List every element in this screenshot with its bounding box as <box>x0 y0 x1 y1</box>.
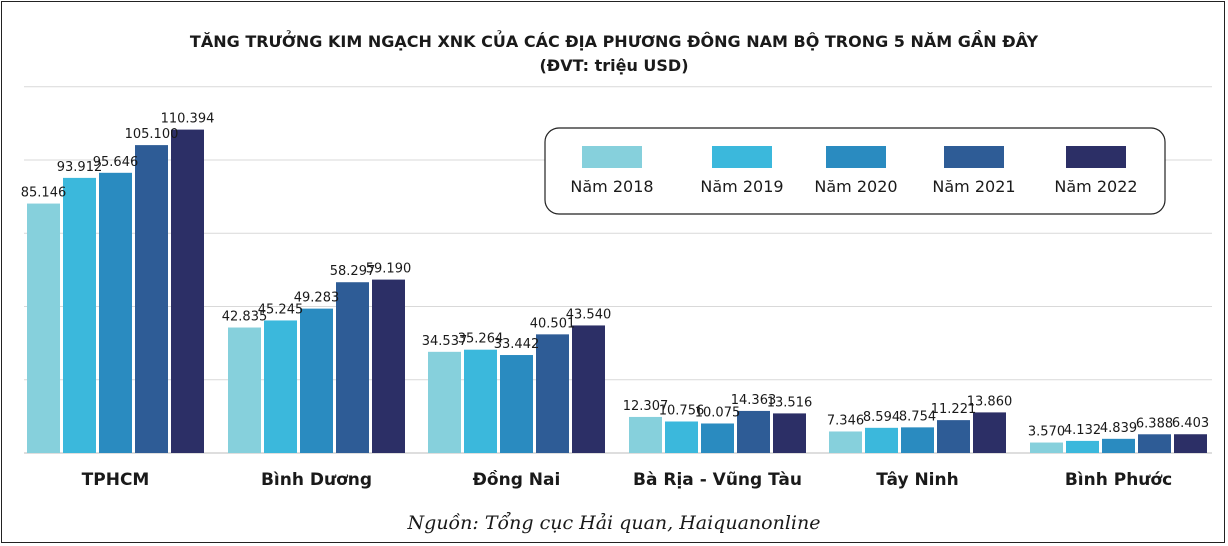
bar <box>27 203 60 453</box>
bar <box>937 420 970 453</box>
data-label: 12.307 <box>623 399 669 414</box>
data-label: 3.570 <box>1028 425 1065 440</box>
bar <box>973 412 1006 453</box>
bar <box>1030 442 1063 453</box>
data-label: 42.835 <box>222 310 268 325</box>
bar <box>63 177 96 453</box>
legend-swatch <box>582 146 642 168</box>
legend-label: Năm 2019 <box>700 177 783 196</box>
bar <box>372 279 405 453</box>
data-label: 95.646 <box>93 155 139 170</box>
data-label: 6.403 <box>1172 416 1209 431</box>
data-label: 34.537 <box>422 334 468 349</box>
data-label: 13.860 <box>967 394 1013 409</box>
bar <box>1174 434 1207 453</box>
data-label: 59.190 <box>366 262 412 277</box>
bar <box>171 129 204 453</box>
bar <box>665 421 698 453</box>
data-label: 8.754 <box>899 409 936 424</box>
bar <box>500 355 533 453</box>
bar-group <box>27 129 1207 453</box>
legend-label: Năm 2020 <box>814 177 897 196</box>
data-label: 35.264 <box>458 332 504 347</box>
bar <box>701 423 734 453</box>
data-label: 7.346 <box>827 413 864 428</box>
bar <box>629 416 662 453</box>
bar <box>228 327 261 453</box>
bar <box>829 431 862 453</box>
category-label: Bà Rịa - Vũng Tàu <box>633 470 802 490</box>
data-label: 6.388 <box>1136 416 1173 431</box>
data-label: 105.100 <box>125 127 179 142</box>
bar <box>773 413 806 453</box>
bar <box>1102 438 1135 453</box>
data-label: 93.912 <box>57 160 103 175</box>
bar <box>264 320 297 453</box>
legend-swatch <box>826 146 886 168</box>
bar <box>428 351 461 453</box>
bar <box>135 145 168 453</box>
bar <box>99 172 132 453</box>
data-label: 13.516 <box>767 395 813 410</box>
data-label: 8.594 <box>863 410 900 425</box>
bar <box>536 334 569 453</box>
data-label: 33.442 <box>494 337 540 352</box>
category-label: Bình Phước <box>1065 470 1172 490</box>
data-label: 10.756 <box>659 403 705 418</box>
category-label: TPHCM <box>82 470 150 490</box>
chart-title: TĂNG TRƯỞNG KIM NGẠCH XNK CỦA CÁC ĐỊA PH… <box>189 32 1039 51</box>
legend-box <box>544 127 1166 215</box>
category-label: Bình Dương <box>261 470 372 490</box>
bar <box>737 410 770 453</box>
data-label: 4.132 <box>1064 423 1101 438</box>
data-label: 43.540 <box>566 307 612 322</box>
bar <box>572 325 605 453</box>
legend-swatch <box>944 146 1004 168</box>
category-labels: TPHCM Bình Dương Đồng Nai Bà Rịa - Vũng Tàu… <box>82 469 1173 490</box>
legend: Năm 2018 Năm 2019 Năm 2020 Năm 2021 Năm 2022 <box>544 127 1166 215</box>
bar <box>865 427 898 453</box>
bar <box>901 427 934 453</box>
source-note: Nguồn: Tổng cục Hải quan, Haiquanonline <box>407 512 821 534</box>
data-label: 10.075 <box>695 405 741 420</box>
legend-swatch <box>1066 146 1126 168</box>
data-label: 85.146 <box>21 186 67 201</box>
bar <box>1066 440 1099 453</box>
bar <box>1138 434 1171 453</box>
data-label: 110.394 <box>161 112 215 127</box>
category-label: Đồng Nai <box>473 469 561 490</box>
bar <box>336 282 369 453</box>
legend-swatch <box>712 146 772 168</box>
data-label: 49.283 <box>294 291 340 306</box>
data-label: 11.221 <box>931 402 977 417</box>
legend-label: Năm 2021 <box>932 177 1015 196</box>
bar <box>464 349 497 453</box>
data-label: 40.501 <box>530 316 576 331</box>
legend-label: Năm 2018 <box>570 177 653 196</box>
data-label: 58.297 <box>330 264 376 279</box>
category-label: Tây Ninh <box>876 470 958 490</box>
bar <box>300 308 333 453</box>
data-label: 4.839 <box>1100 421 1137 436</box>
data-label: 14.363 <box>731 393 777 408</box>
legend-label: Năm 2022 <box>1054 177 1137 196</box>
data-label: 45.245 <box>258 302 304 317</box>
chart-subtitle: (ĐVT: triệu USD) <box>539 56 689 75</box>
